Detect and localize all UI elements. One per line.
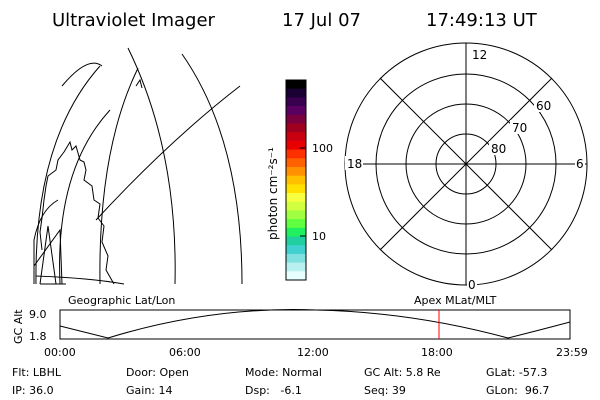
label-bg (510, 120, 528, 134)
label-bg (470, 47, 486, 61)
colorbar-stripe (286, 166, 306, 177)
x-tick-label: 12:00 (297, 346, 329, 359)
apex-label: Apex MLat/MLT (414, 294, 497, 307)
map-meridian (127, 47, 176, 285)
colorbar-stripe (286, 158, 306, 168)
map-parallel (33, 228, 63, 285)
geographic-map (33, 47, 243, 285)
seq-readout: Seq: 39 (364, 384, 406, 397)
label-bg (345, 156, 363, 170)
map-meridian (99, 67, 139, 285)
ip-readout: IP: 36.0 (12, 384, 54, 397)
x-tick-label: 06:00 (169, 346, 201, 359)
map-meridian (35, 65, 101, 285)
gc-alt-axis-label: GC Alt (12, 309, 25, 344)
label-bg (534, 98, 552, 112)
altitude-curve (59, 309, 571, 339)
mode-readout: Mode: Normal (245, 366, 322, 379)
label-bg (489, 141, 507, 155)
x-tick-label: 18:00 (421, 346, 453, 359)
colorbar-stripe (286, 140, 306, 151)
colorbar-stripe (286, 236, 306, 246)
colorbar-stripe (286, 201, 306, 212)
label-bg (575, 156, 585, 170)
colorbar-stripe (286, 88, 306, 98)
lat-label-80: 80 (491, 142, 506, 156)
lat-label-70: 70 (512, 121, 527, 135)
mlt-label-6: 6 (576, 157, 584, 171)
time-label: 17:49:13 UT (426, 10, 538, 31)
gc-alt-readout: GC Alt: 5.8 Re (364, 366, 441, 379)
map-parallel (35, 275, 125, 285)
date-label: 17 Jul 07 (282, 10, 361, 31)
colorbar-stripe (286, 184, 306, 194)
x-tick-label: 23:59 (556, 346, 588, 359)
polar-plot: 12 18 6 0 60 70 80 (344, 42, 588, 292)
mlt-label-12: 12 (472, 48, 487, 62)
colorbar-stripe (286, 193, 306, 203)
colorbar-stripe (286, 175, 306, 185)
map-tick (135, 78, 143, 89)
instrument-title: Ultraviolet Imager (52, 10, 216, 31)
colorbar-stripe (286, 262, 306, 272)
colorbar-stripe (286, 210, 306, 220)
colorbar-stripe (286, 80, 306, 90)
colorbar-stripe (286, 219, 306, 229)
map-meridian (181, 53, 243, 285)
diagonal-line (379, 77, 553, 251)
orbit-timeline: Geographic Lat/Lon Apex MLat/MLT GC Alt … (12, 294, 588, 359)
colorbar-stripe (286, 97, 306, 107)
dsp-readout: Dsp: -6.1 (245, 384, 302, 397)
geographic-label: Geographic Lat/Lon (68, 294, 175, 307)
coastline (39, 140, 115, 285)
colorbar-frame (285, 79, 307, 281)
colorbar-stripe (286, 253, 306, 264)
colorbar-stripe (286, 123, 306, 133)
gain-readout: Gain: 14 (126, 384, 173, 397)
mlt-label-18: 18 (347, 157, 362, 171)
x-tick-label: 00:00 (44, 346, 76, 359)
glon-readout: GLon: 96.7 (486, 384, 549, 397)
colorbar-stripe (286, 114, 306, 125)
y-tick-label: 1.8 (29, 330, 47, 343)
status-panel: Flt: LBHL IP: 36.0 Door: Open Gain: 14 M… (12, 366, 549, 397)
map-meridian (59, 109, 111, 285)
colorbar-stripe (286, 245, 306, 255)
filter-readout: Flt: LBHL (12, 366, 62, 379)
colorbar-stripe (286, 271, 306, 281)
colorbar-gradient (286, 80, 306, 281)
mlt-label-0: 0 (468, 278, 476, 292)
colorbar-stripe (286, 132, 306, 142)
colorbar: 100 10 photon cm⁻²s⁻¹ (266, 79, 333, 281)
label-bg (467, 278, 477, 290)
y-tick-label: 9.0 (29, 308, 47, 321)
map-parallel (95, 85, 241, 221)
lat-label-60: 60 (536, 99, 551, 113)
colorbar-tick-label: 100 (312, 142, 333, 155)
colorbar-unit-label: photon cm⁻²s⁻¹ (266, 147, 280, 240)
door-readout: Door: Open (126, 366, 189, 379)
colorbar-stripe (286, 227, 306, 238)
map-parallel (39, 225, 66, 285)
colorbar-stripe (286, 149, 306, 159)
glat-readout: GLat: -57.3 (486, 366, 547, 379)
colorbar-stripe (286, 106, 306, 116)
colorbar-tick-label: 10 (312, 230, 326, 243)
map-parallel (61, 62, 103, 87)
